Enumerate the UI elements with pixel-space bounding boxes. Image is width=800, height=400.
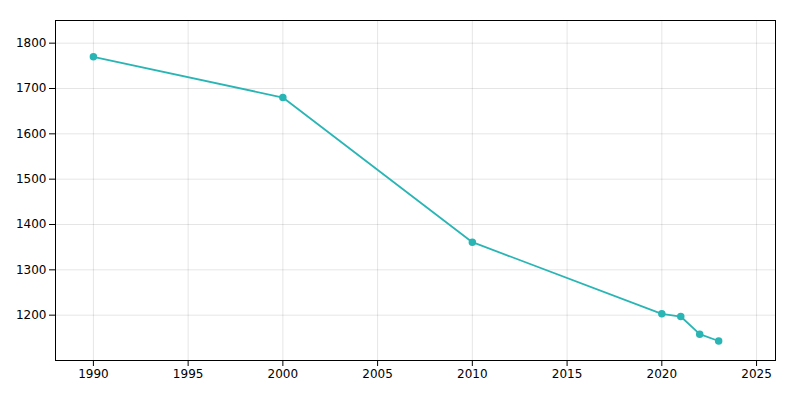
svg-text:1500: 1500 [16, 172, 47, 186]
svg-text:2010: 2010 [457, 367, 488, 381]
svg-text:1400: 1400 [16, 217, 47, 231]
svg-text:2025: 2025 [741, 367, 772, 381]
svg-text:2000: 2000 [268, 367, 299, 381]
svg-text:1990: 1990 [78, 367, 109, 381]
svg-text:1700: 1700 [16, 81, 47, 95]
svg-text:2005: 2005 [362, 367, 393, 381]
svg-text:1995: 1995 [173, 367, 204, 381]
svg-text:1300: 1300 [16, 263, 47, 277]
svg-text:2020: 2020 [647, 367, 678, 381]
svg-text:2015: 2015 [552, 367, 583, 381]
svg-text:1600: 1600 [16, 127, 47, 141]
svg-text:1800: 1800 [16, 36, 47, 50]
svg-text:1200: 1200 [16, 308, 47, 322]
